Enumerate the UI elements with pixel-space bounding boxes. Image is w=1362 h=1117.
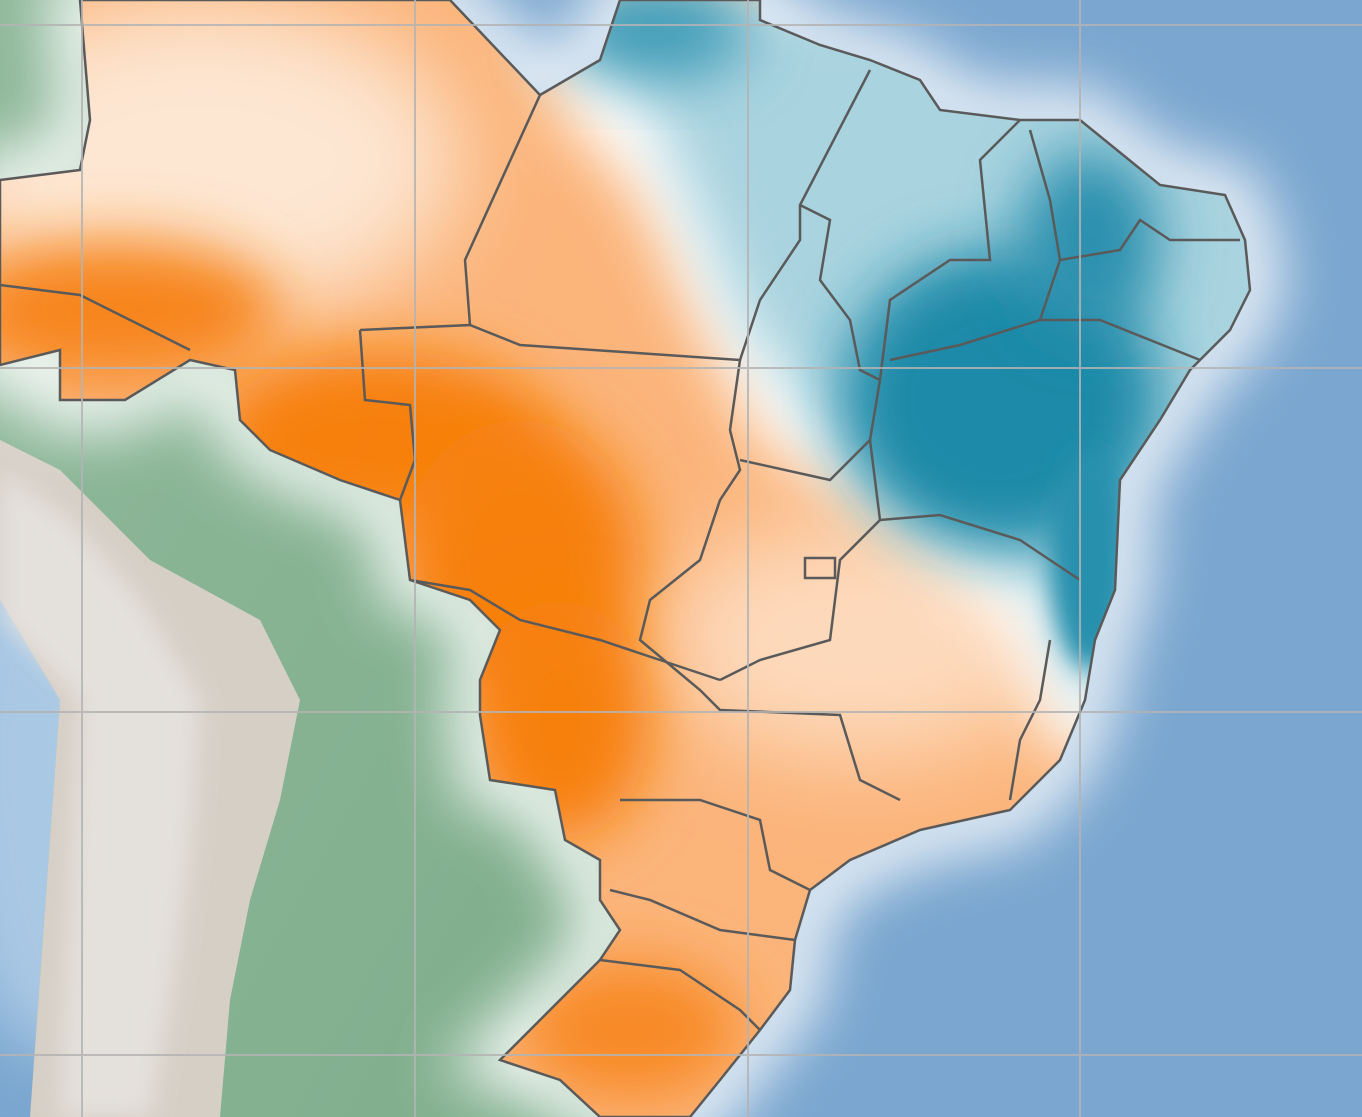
state-border (1059, 218, 1240, 262)
strong-wet-area (1020, 150, 1160, 330)
state-border (599, 958, 761, 1031)
state-border (620, 798, 811, 892)
state-border (878, 119, 1021, 381)
state-border (609, 888, 796, 942)
state-border (739, 203, 882, 482)
state-border (358, 329, 417, 501)
strong-area (0, 240, 280, 380)
strong-area (470, 600, 650, 840)
andes-high (0, 470, 200, 1117)
state-border (409, 578, 721, 682)
state-border (469, 323, 901, 802)
state-border (0, 283, 191, 352)
state-border (738, 69, 872, 361)
state-border (1040, 318, 1201, 362)
state-border (879, 513, 1081, 582)
federal-district (803, 556, 837, 580)
state-border (1008, 639, 1052, 801)
borders (0, 0, 1252, 1117)
state-border (889, 129, 1062, 362)
state-border (719, 439, 882, 682)
strong-area (520, 960, 740, 1100)
